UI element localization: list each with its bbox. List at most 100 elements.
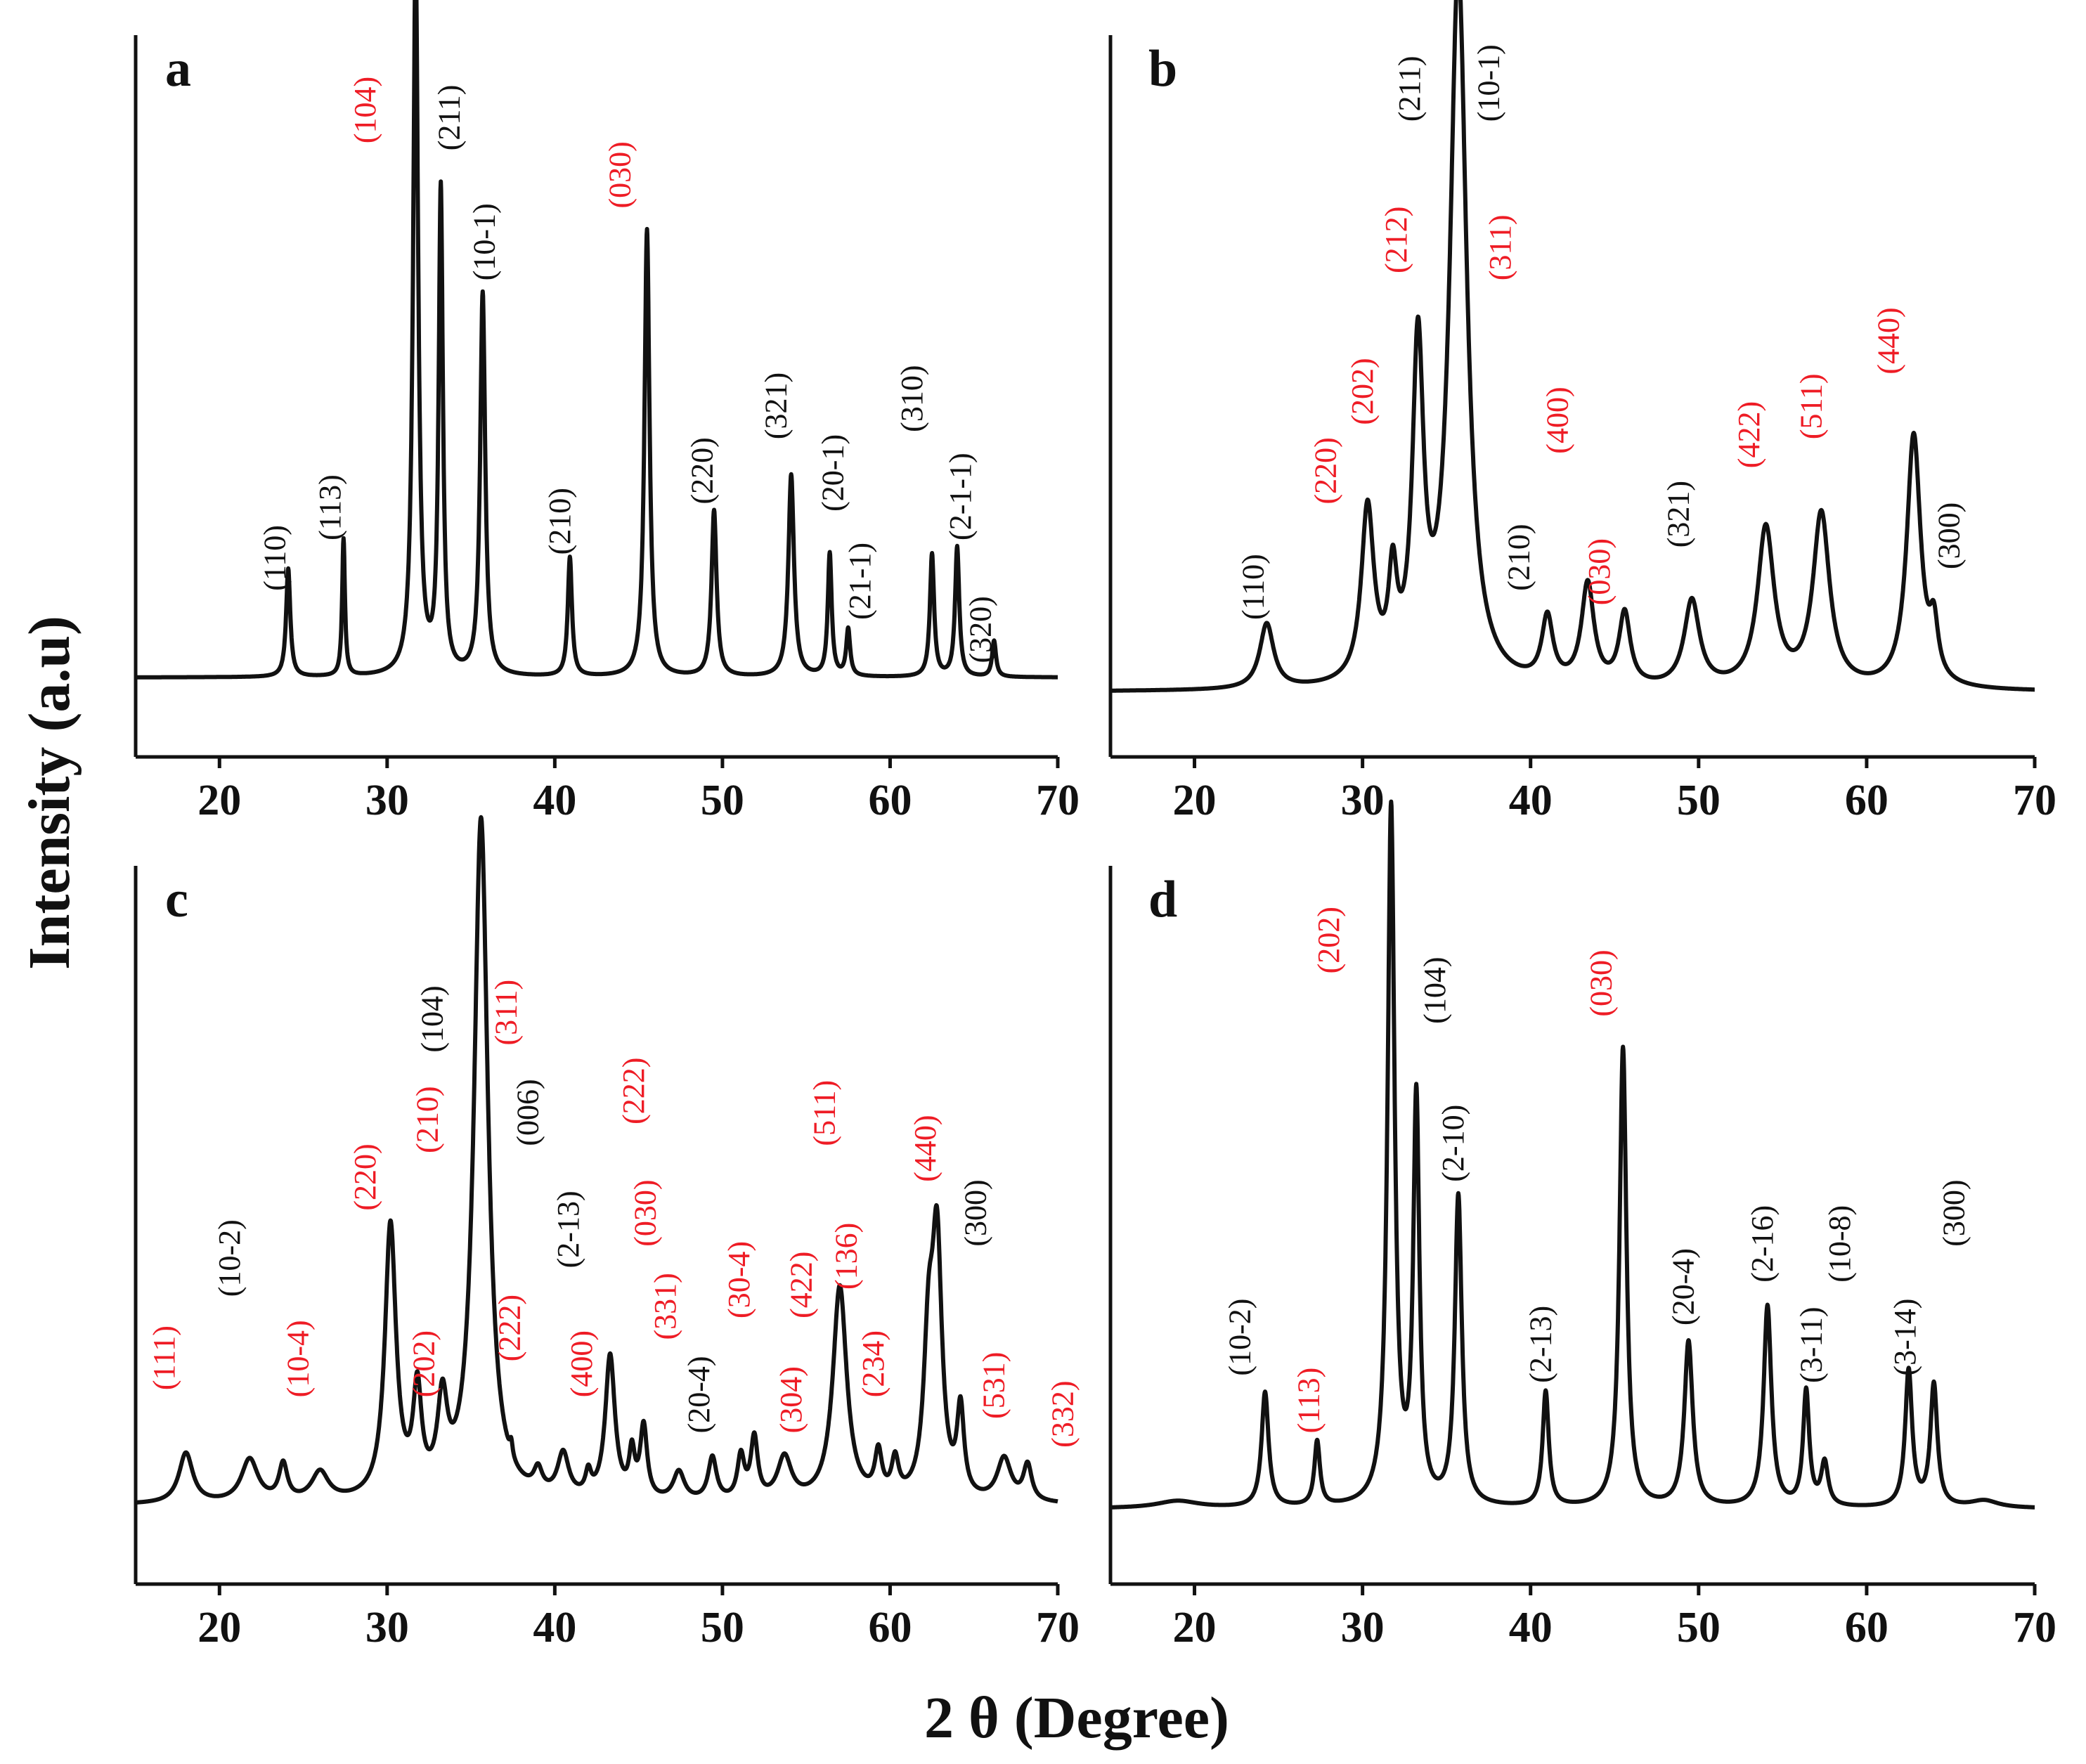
x-tick-label: 50 <box>1677 777 1721 824</box>
x-tick-label: 30 <box>365 1604 409 1652</box>
x-tick-label: 30 <box>1341 1604 1385 1652</box>
x-tick-label: 60 <box>868 1604 912 1652</box>
x-tick-label: 30 <box>1341 777 1385 824</box>
x-tick-label: 60 <box>868 777 912 824</box>
peak-index-label: (321) <box>1661 481 1695 547</box>
panel-c: 20 30 40 50 60 70 (111) (10-2) (10-4) (220) (202)… <box>134 815 1080 1652</box>
xrd-pattern-line <box>134 815 1060 1505</box>
peak-index-label: (20-4) <box>682 1356 716 1433</box>
peak-index-label: (311) <box>1483 214 1517 280</box>
peak-index-label: (3-11) <box>1794 1307 1828 1383</box>
peak-index-label: (210) <box>1501 524 1536 590</box>
peak-index-label: (304) <box>774 1366 808 1433</box>
peak-index-label: (222) <box>492 1295 526 1361</box>
x-tick-label: 70 <box>1036 777 1080 824</box>
peak-index-label: (220) <box>1308 437 1342 504</box>
peak-index-label: (300) <box>1931 502 1966 569</box>
peak-index-label: (422) <box>784 1252 818 1318</box>
peak-index-label: (030) <box>1582 538 1617 605</box>
peak-index-label: (10-8) <box>1822 1205 1857 1283</box>
peak-index-label: (2-13) <box>1523 1306 1557 1383</box>
peak-index-label: (531) <box>977 1352 1011 1419</box>
peak-index-label: (20-4) <box>1666 1248 1701 1325</box>
x-tick-label: 20 <box>197 777 241 824</box>
panel-b: 20 30 40 50 60 70 (110) (220)(202) (212) (211) (1… <box>1108 0 2056 824</box>
peak-index-label: (211) <box>432 85 466 151</box>
peak-index-label: (212) <box>1379 207 1413 273</box>
peak-index-label: (331) <box>648 1273 682 1340</box>
peak-index-label: (30-4) <box>722 1241 756 1318</box>
peak-index-label: (10-2) <box>1222 1299 1257 1376</box>
peak-index-label: (202) <box>1345 358 1380 424</box>
peak-index-label: (310) <box>895 365 929 432</box>
peak-index-label: (030) <box>1584 949 1619 1016</box>
x-tick-label: 40 <box>533 1604 576 1652</box>
peak-index-label: (440) <box>1871 307 1905 374</box>
panel-d: 20 30 40 50 60 70 (10-2) (113) (202) (104) (2-10)… <box>1108 799 2056 1652</box>
x-tick-label: 20 <box>1173 1604 1217 1652</box>
peak-index-label: (104) <box>415 985 450 1052</box>
peak-index-label: (113) <box>313 474 347 540</box>
x-tick-label: 70 <box>1036 1604 1080 1652</box>
peak-index-label: (030) <box>628 1179 662 1246</box>
peak-index-label: (2-1-1) <box>943 453 978 540</box>
peak-index-label: (10-1) <box>467 203 501 280</box>
peak-index-label: (202) <box>407 1330 441 1397</box>
peak-index-label: (136) <box>829 1223 864 1290</box>
panel-a-label: a <box>165 40 191 98</box>
peak-index-label: (10-1) <box>1471 44 1505 122</box>
peak-index-label: (440) <box>908 1115 942 1181</box>
x-tick-label: 60 <box>1845 1604 1889 1652</box>
peak-index-label: (104) <box>1418 956 1452 1023</box>
x-tick-label: 60 <box>1845 777 1889 824</box>
peak-index-label: (400) <box>1540 387 1574 453</box>
peak-index-label: (234) <box>856 1330 890 1397</box>
peak-index-label: (222) <box>616 1058 651 1124</box>
panel-a: 20 30 40 50 60 70 (110) (113) (104) (211) (10-1) (… <box>134 0 1080 824</box>
peak-index-label: (2-10) <box>1436 1105 1470 1182</box>
x-tick-label: 30 <box>365 777 409 824</box>
peak-index-label: (110) <box>1236 554 1271 620</box>
panel-c-label: c <box>165 871 188 928</box>
peak-index-label: (20-1) <box>816 434 850 512</box>
peak-index-label: (511) <box>808 1080 842 1146</box>
peak-index-label: (511) <box>1794 373 1828 439</box>
peak-index-label: (006) <box>510 1079 545 1146</box>
peak-index-label: (030) <box>603 141 637 208</box>
xrd-pattern-line <box>134 0 1060 680</box>
x-tick-label: 20 <box>197 1604 241 1652</box>
peak-index-label: (210) <box>410 1087 444 1153</box>
x-axis-label: 2 θ (Degree) <box>924 1685 1229 1751</box>
peak-index-label: (300) <box>958 1179 992 1246</box>
y-axis-label: Intensity (a.u) <box>17 616 82 970</box>
x-tick-label: 50 <box>1677 1604 1721 1652</box>
peak-index-label: (220) <box>685 437 720 504</box>
peak-index-label: (400) <box>564 1330 599 1397</box>
x-tick-label: 50 <box>701 1604 744 1652</box>
peak-index-label: (220) <box>348 1143 382 1210</box>
peak-index-label: (3-14) <box>1888 1299 1922 1376</box>
x-tick-label: 50 <box>701 777 744 824</box>
x-tick-label: 40 <box>533 777 576 824</box>
peak-index-label: (10-4) <box>281 1320 316 1397</box>
panel-b-label: b <box>1148 40 1177 98</box>
peak-index-label: (211) <box>1392 56 1427 122</box>
xrd-pattern-line <box>1108 0 2037 693</box>
peak-index-label: (2-16) <box>1745 1205 1780 1283</box>
peak-index-label: (321) <box>759 372 793 439</box>
x-tick-label: 70 <box>2013 1604 2056 1652</box>
peak-index-label: (422) <box>1732 401 1766 468</box>
x-tick-label: 40 <box>1509 1604 1553 1652</box>
peak-index-label: (113) <box>1291 1368 1326 1434</box>
peak-index-label: (104) <box>348 77 382 143</box>
peak-index-label: (10-2) <box>212 1219 247 1297</box>
peak-index-label: (2-13) <box>551 1191 585 1268</box>
peak-index-label: (332) <box>1046 1381 1080 1448</box>
peak-index-label: (300) <box>1937 1179 1971 1246</box>
peak-index-label: (110) <box>257 525 292 591</box>
peak-index-label: (202) <box>1311 907 1346 973</box>
peak-index-label: (311) <box>489 980 524 1046</box>
peak-index-label: (21-1) <box>843 543 877 620</box>
panel-d-label: d <box>1148 871 1177 928</box>
